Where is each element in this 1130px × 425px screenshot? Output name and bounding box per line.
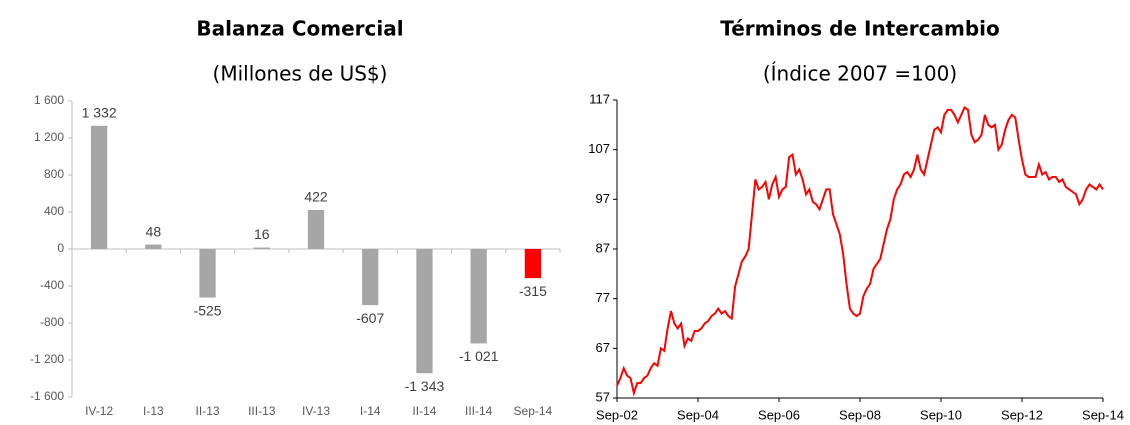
bar	[145, 244, 162, 249]
value-label: 16	[254, 226, 270, 242]
chart-title: Términos de Intercambio	[720, 17, 1000, 41]
x-tick-label: Sep-14	[1082, 407, 1124, 422]
x-tick-label: III-14	[465, 404, 493, 418]
bar	[199, 249, 216, 298]
x-tick-label: Sep-14	[514, 404, 553, 418]
x-tick-label: I-14	[360, 404, 381, 418]
y-tick-label: 67	[596, 340, 610, 355]
y-tick-label: 117	[589, 91, 610, 106]
y-tick-label: -1 600	[30, 389, 64, 403]
x-tick-label: Sep-10	[920, 407, 962, 422]
x-tick-label: IV-12	[85, 404, 113, 418]
line-series	[616, 105, 1104, 397]
x-tick-label: Sep-02	[596, 407, 638, 422]
y-tick-label: 400	[44, 204, 64, 218]
y-tick-label: 1 600	[34, 93, 64, 107]
x-tick-label: Sep-06	[758, 407, 800, 422]
bar	[90, 125, 108, 249]
bar	[362, 249, 379, 306]
x-tick-label: II-14	[412, 404, 436, 418]
value-label: -607	[356, 310, 384, 326]
x-tick-label: II-13	[196, 404, 220, 418]
value-label: -525	[194, 302, 222, 318]
y-tick-label: 57	[596, 389, 610, 404]
x-tick-label: I-13	[143, 404, 164, 418]
value-label: -315	[519, 283, 547, 299]
value-label: -1 021	[459, 348, 499, 364]
x-tick-label: III-13	[248, 404, 276, 418]
value-label: 1 332	[82, 104, 117, 120]
y-tick-label: 77	[596, 290, 610, 305]
y-tick-label: 107	[588, 141, 610, 156]
value-label: 422	[304, 189, 328, 205]
value-label: -1 343	[405, 378, 445, 394]
bar	[524, 249, 542, 279]
bar	[416, 249, 433, 374]
x-tick-label: IV-13	[302, 404, 330, 418]
chart-subtitle: (Índice 2007 =100)	[763, 62, 957, 86]
y-tick-label: -1 200	[30, 352, 64, 366]
bar	[470, 249, 487, 344]
y-tick-label: -800	[40, 315, 64, 329]
chart-subtitle: (Millones de US$)	[213, 62, 388, 86]
y-tick-label: 800	[44, 167, 64, 181]
x-tick-label: Sep-04	[677, 407, 719, 422]
bar	[307, 209, 325, 249]
y-tick-label: 87	[596, 240, 610, 255]
y-tick-label: 1 200	[34, 130, 64, 144]
chart-title: Balanza Comercial	[196, 17, 403, 41]
x-tick-label: Sep-12	[1001, 407, 1043, 422]
y-tick-label: -400	[40, 278, 64, 292]
y-tick-label: 0	[57, 241, 64, 255]
x-tick-label: Sep-08	[839, 407, 881, 422]
y-tick-label: 97	[596, 191, 610, 206]
value-label: 48	[146, 223, 162, 239]
bar	[253, 247, 270, 249]
